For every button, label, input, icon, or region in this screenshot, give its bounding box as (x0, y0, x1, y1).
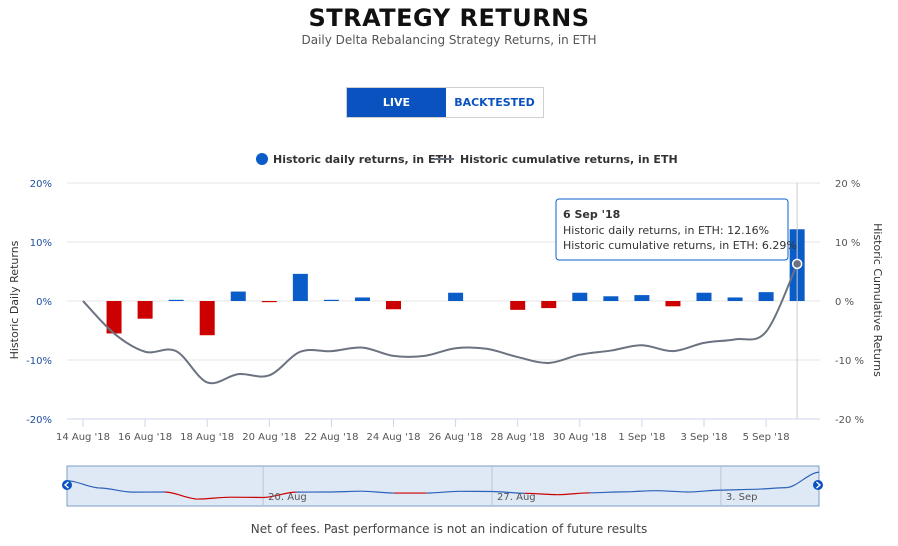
x-tick-label: 3 Sep '18 (680, 432, 727, 443)
daily-return-bar (386, 301, 401, 310)
x-tick-label: 5 Sep '18 (743, 432, 790, 443)
x-tick-label: 20 Aug '18 (242, 432, 296, 443)
navigator-line-segment (165, 491, 198, 500)
navigator-labels: 20. Aug 27. Aug 3. Sep (268, 492, 757, 503)
x-tick-label: 1 Sep '18 (618, 432, 665, 443)
daily-return-bar (665, 301, 681, 307)
cumulative-returns-line (82, 263, 799, 385)
navigator-line-segment (786, 471, 820, 489)
daily-return-bar (696, 292, 712, 301)
navigator-line-segment (197, 496, 231, 500)
hover-point (791, 258, 803, 270)
y-right-tick-label: -20 % (835, 415, 864, 426)
daily-return-bar (727, 297, 743, 301)
daily-return-bar (106, 301, 122, 334)
y-left-tick-label: 10% (30, 238, 52, 249)
chevron-right-icon (816, 481, 822, 489)
legend-bars-label[interactable]: Historic daily returns, in ETH (273, 153, 452, 166)
navigator-line-segment (720, 488, 754, 491)
y-right-tick-label: -10 % (835, 356, 864, 367)
y-left-tick-label: 20% (30, 179, 52, 190)
left-handle-circle[interactable] (62, 480, 72, 490)
range-navigator[interactable]: 20. Aug 27. Aug 3. Sep (62, 465, 823, 507)
tooltip-daily: Historic daily returns, in ETH: 12.16% (563, 224, 769, 237)
page-subtitle: Daily Delta Rebalancing Strategy Returns… (301, 33, 597, 47)
y-left-tick-labels: 20% 10% 0% -10% -20% (26, 179, 52, 426)
page-title: STRATEGY RETURNS (308, 4, 590, 32)
daily-return-bar (603, 296, 619, 301)
navigator-line-segment (590, 491, 623, 494)
navigator-line-segment (492, 490, 525, 494)
disclaimer-note: Net of fees. Past performance is not an … (250, 522, 648, 536)
legend-bars-marker (256, 153, 268, 165)
x-tick-label: 16 Aug '18 (118, 432, 172, 443)
navigator-line-segment (328, 490, 362, 493)
daily-return-bar (634, 295, 650, 301)
navigator-line-segment (524, 492, 558, 496)
navigator-line-segment (753, 487, 787, 490)
daily-return-bar (448, 292, 464, 301)
navigator-line-segment (622, 490, 656, 493)
backtested-button[interactable]: BACKTESTED (446, 88, 543, 117)
y-right-tick-labels: 20 % 10 % 0 % -10 % -20 % (835, 179, 864, 426)
daily-return-bar (758, 292, 774, 301)
navigator-label: 27. Aug (497, 492, 536, 503)
live-button[interactable]: LIVE (347, 88, 446, 117)
navigator-label: 20. Aug (268, 492, 307, 503)
navigator-line-segment (263, 491, 296, 499)
x-tick-label: 24 Aug '18 (366, 432, 420, 443)
x-tick-label: 28 Aug '18 (491, 432, 545, 443)
navigator-line-segment (557, 492, 591, 496)
x-tick-label: 14 Aug '18 (56, 432, 110, 443)
y-left-axis-title: Historic Daily Returns (8, 240, 21, 359)
y-left-tick-label: -20% (26, 415, 52, 426)
navigator-window[interactable] (66, 465, 820, 507)
tooltip-box (555, 198, 789, 261)
tooltip-date: 6 Sep '18 (563, 208, 620, 221)
daily-return-bar (541, 301, 557, 309)
daily-return-bar (510, 301, 526, 310)
daily-return-bar (199, 301, 215, 336)
y-left-tick-label: 0% (36, 297, 52, 308)
y-right-axis-title: Historic Cumulative Returns (871, 223, 884, 377)
chart-tooltip: 6 Sep '18 Historic daily returns, in ETH… (555, 198, 797, 261)
x-tick-label: 26 Aug '18 (429, 432, 483, 443)
legend-line-label[interactable]: Historic cumulative returns, in ETH (460, 153, 678, 166)
navigator-line-segment (99, 487, 133, 493)
daily-return-bar (261, 301, 277, 303)
daily-return-bar (572, 292, 588, 301)
navigator-grid (262, 466, 722, 506)
chart-legend: Historic daily returns, in ETH Historic … (256, 153, 678, 166)
daily-return-bar (137, 301, 153, 319)
navigator-series (66, 471, 820, 500)
y-right-tick-label: 10 % (835, 238, 860, 249)
daily-return-bar (230, 291, 246, 301)
chevron-left-icon (63, 481, 69, 489)
navigator-left-handle[interactable] (62, 480, 72, 490)
y-left-tick-label: -10% (26, 356, 52, 367)
x-tick-label: 30 Aug '18 (553, 432, 607, 443)
y-right-tick-label: 0 % (835, 297, 854, 308)
x-tick-labels: 14 Aug '18 16 Aug '18 18 Aug '18 20 Aug '18… (56, 419, 790, 443)
x-tick-label: 18 Aug '18 (180, 432, 234, 443)
navigator-label: 3. Sep (726, 492, 758, 503)
navigator-line-segment (655, 490, 689, 493)
daily-return-bar (168, 299, 184, 301)
daily-return-bar (354, 297, 370, 301)
navigator-line-segment (361, 490, 394, 494)
daily-return-bar (292, 273, 308, 301)
navigator-right-handle[interactable] (813, 480, 823, 490)
navigator-line-segment (688, 489, 721, 493)
right-handle-circle[interactable] (813, 480, 823, 490)
mode-toggle: LIVE BACKTESTED (346, 87, 544, 118)
tooltip-cumulative: Historic cumulative returns, in ETH: 6.2… (563, 239, 797, 252)
y-right-tick-label: 20 % (835, 179, 860, 190)
navigator-line-segment (426, 490, 460, 494)
daily-return-bar (323, 299, 339, 301)
x-tick-label: 22 Aug '18 (304, 432, 358, 443)
